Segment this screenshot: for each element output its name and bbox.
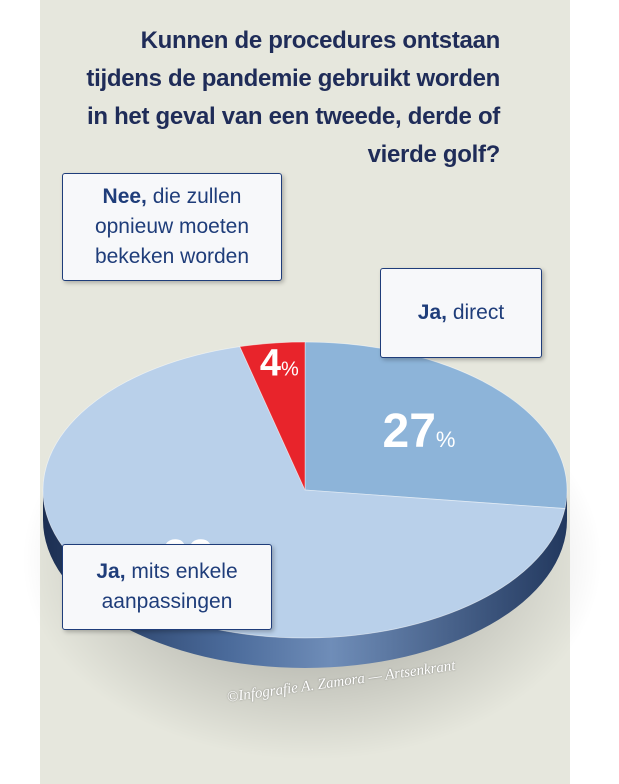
- label-box-direct: Ja, direct: [380, 268, 542, 358]
- nee-line-2: opnieuw moeten: [94, 215, 250, 238]
- label-box-nee: Nee, die zullen opnieuw moeten bekeken w…: [62, 173, 282, 281]
- chart-title: Kunnen de procedures ontstaan tijdens de…: [60, 22, 500, 174]
- nee-line-3: bekeken worden: [94, 245, 250, 268]
- pie-slice: [239, 341, 306, 491]
- title-line-3: in het geval van een tweede, derde of: [86, 103, 500, 130]
- pie-value-label: 4%: [260, 342, 299, 384]
- pie-slice: [304, 341, 568, 509]
- nee-rest: die zullen: [146, 185, 242, 208]
- pie-value-label: 27%: [383, 405, 456, 458]
- title-line-1: Kunnen de procedures ontstaan: [140, 27, 501, 54]
- direct-bold: Ja,: [417, 301, 447, 324]
- nee-bold: Nee,: [102, 185, 147, 208]
- mits-bold: Ja,: [96, 560, 126, 583]
- title-line-4: vierde golf?: [367, 141, 501, 168]
- label-box-mits: Ja, mits enkele aanpassingen: [62, 544, 272, 630]
- mits-rest: mits enkele: [125, 560, 238, 583]
- title-line-2: tijdens de pandemie gebruikt worden: [86, 65, 500, 92]
- direct-rest: direct: [447, 301, 505, 324]
- mits-line-2: aanpassingen: [101, 590, 233, 613]
